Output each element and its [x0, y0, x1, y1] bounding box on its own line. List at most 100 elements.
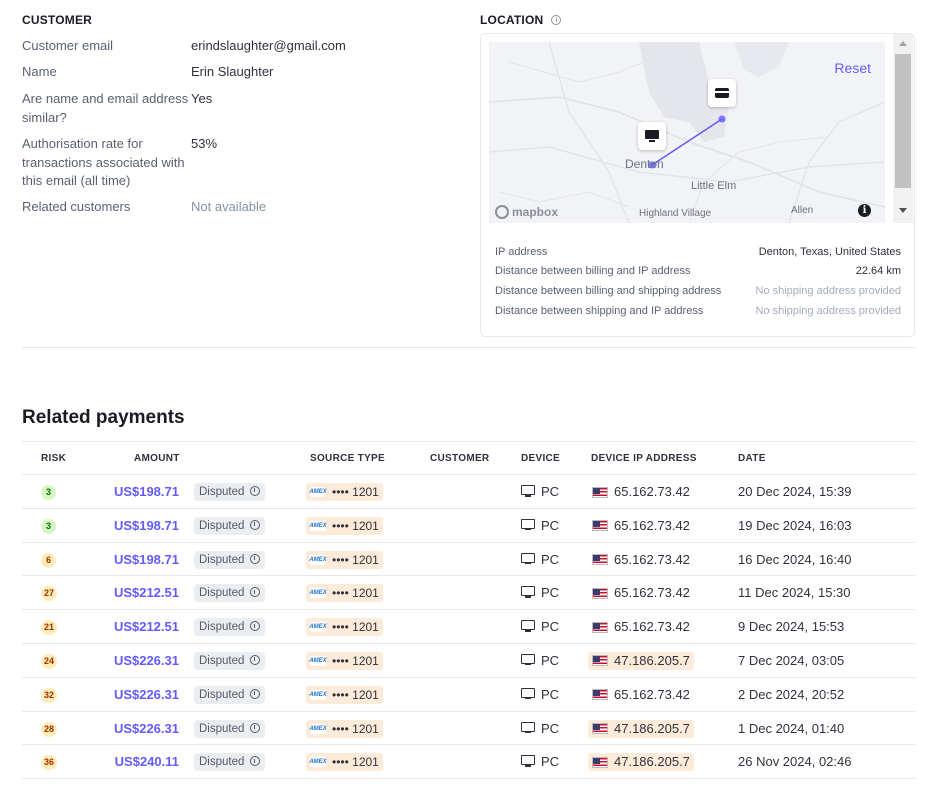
name-email-similar-value: Yes	[191, 91, 213, 106]
disputed-status-badge[interactable]: Disputed	[194, 516, 265, 535]
device-cell: PC	[521, 653, 559, 668]
device-cell: PC	[521, 552, 559, 567]
disputed-status-badge[interactable]: Disputed	[194, 685, 265, 704]
map-place-denton: Denton	[625, 157, 664, 171]
amex-card-icon: AMEX	[309, 689, 327, 700]
info-icon	[249, 756, 260, 767]
map-pin-card[interactable]	[708, 79, 736, 107]
monitor-icon	[521, 518, 535, 532]
device-label: PC	[541, 652, 560, 668]
device-ip-cell: 65.162.73.42	[588, 584, 694, 602]
us-flag-icon	[592, 655, 608, 667]
payment-date: 26 Nov 2024, 02:46	[738, 754, 852, 770]
risk-score-badge: 6	[41, 552, 56, 568]
payment-amount-link[interactable]: US$198.71	[113, 484, 179, 499]
device-ip-cell: 65.162.73.42	[588, 551, 694, 569]
location-map[interactable]: Reset Denton Little Elm Highland Village…	[489, 42, 885, 223]
payment-amount-link[interactable]: US$240.11	[114, 754, 179, 770]
name-label: Name	[22, 64, 57, 79]
mapbox-logo-text: mapbox	[512, 205, 559, 219]
payment-date: 19 Dec 2024, 16:03	[738, 517, 852, 533]
payment-amount-link[interactable]: US$198.71	[113, 517, 179, 533]
shipping-ip-distance-value: No shipping address provided	[755, 305, 901, 317]
table-row[interactable]: 3 US$198.71 Disputed AMEX •••• 1201 PC 65.162…	[22, 509, 915, 543]
map-place-allen: Allen	[791, 205, 814, 216]
card-icon	[715, 88, 729, 98]
device-ip-cell: 65.162.73.42	[588, 618, 694, 636]
table-row[interactable]: 6 US$198.71 Disputed AMEX •••• 1201 PC 65.162…	[22, 543, 915, 577]
disputed-status-badge[interactable]: Disputed	[194, 753, 265, 772]
device-label: PC	[541, 720, 560, 736]
ip-address: 47.186.205.7	[614, 720, 690, 736]
monitor-icon	[521, 755, 535, 768]
billing-ip-distance-label: Distance between billing and IP address	[495, 265, 691, 277]
info-icon	[249, 519, 260, 530]
amex-card-icon: AMEX	[309, 723, 327, 734]
risk-score-badge: 3	[41, 485, 56, 500]
payment-amount-link[interactable]: US$226.31	[113, 652, 179, 668]
risk-score-badge: 36	[41, 755, 58, 771]
us-flag-icon	[592, 520, 608, 532]
disputed-status-badge[interactable]: Disputed	[194, 584, 265, 603]
source-type-badge: AMEX •••• 1201	[306, 618, 383, 637]
info-icon[interactable]	[551, 14, 562, 25]
card-last4: •••• 1201	[332, 755, 379, 770]
map-background	[489, 42, 885, 223]
table-row[interactable]: 3 US$198.71 Disputed AMEX •••• 1201 PC 65.162…	[22, 475, 915, 509]
device-ip-cell: 65.162.73.42	[588, 686, 694, 704]
table-row[interactable]: 21 US$212.51 Disputed AMEX •••• 1201 PC 65.16…	[22, 610, 915, 644]
card-last4: •••• 1201	[332, 586, 379, 601]
payment-amount-link[interactable]: US$226.31	[113, 720, 179, 736]
col-amount: AMOUNT	[134, 453, 180, 464]
scroll-down-arrow-icon[interactable]	[899, 208, 907, 213]
scrollbar-thumb[interactable]	[895, 54, 911, 188]
table-row[interactable]: 32 US$226.31 Disputed AMEX •••• 1201 PC 65.16…	[22, 678, 915, 712]
section-divider	[22, 347, 915, 348]
monitor-icon	[645, 130, 659, 142]
table-row[interactable]: 36 US$240.11 Disputed AMEX •••• 1201 PC 47.18…	[22, 745, 915, 780]
amex-card-icon: AMEX	[309, 487, 327, 497]
ip-address: 47.186.205.7	[614, 652, 690, 668]
risk-score-badge: 3	[41, 518, 56, 534]
disputed-status-badge[interactable]: Disputed	[194, 550, 265, 569]
ip-address-row: IP address Denton, Texas, United States	[495, 246, 901, 262]
disputed-status-badge[interactable]: Disputed	[194, 719, 265, 738]
risk-score-badge: 28	[41, 721, 58, 737]
disputed-status-badge[interactable]: Disputed	[194, 483, 265, 501]
map-attribution-icon[interactable]: i	[858, 204, 871, 217]
scroll-up-arrow-icon[interactable]	[899, 41, 907, 46]
payment-amount-link[interactable]: US$212.51	[113, 619, 179, 635]
table-row[interactable]: 28 US$226.31 Disputed AMEX •••• 1201 PC 47.18…	[22, 712, 915, 746]
disputed-status-badge[interactable]: Disputed	[194, 618, 265, 637]
payment-amount-link[interactable]: US$226.31	[113, 686, 179, 702]
table-row[interactable]: 27 US$212.51 Disputed AMEX •••• 1201 PC 65.16…	[22, 576, 915, 611]
card-last4: •••• 1201	[332, 620, 379, 635]
map-reset-button[interactable]: Reset	[834, 60, 871, 76]
payment-amount-link[interactable]: US$198.71	[113, 551, 179, 567]
billing-shipping-distance-row: Distance between billing and shipping ad…	[495, 285, 901, 301]
device-cell: PC	[521, 484, 559, 499]
us-flag-icon	[592, 756, 608, 768]
name-value: Erin Slaughter	[191, 64, 274, 79]
disputed-status-badge[interactable]: Disputed	[194, 651, 265, 670]
source-type-badge: AMEX •••• 1201	[306, 550, 383, 569]
ip-address: 65.162.73.42	[614, 517, 690, 533]
device-label: PC	[541, 619, 560, 635]
related-payments-title: Related payments	[22, 407, 185, 428]
risk-score-badge: 21	[41, 620, 58, 636]
map-scrollbar[interactable]	[893, 34, 913, 223]
payment-amount-link[interactable]: US$212.51	[113, 585, 179, 601]
col-customer: CUSTOMER	[430, 453, 490, 464]
map-pin-device[interactable]	[638, 122, 666, 150]
info-icon	[249, 688, 260, 699]
payment-date: 9 Dec 2024, 15:53	[738, 619, 845, 635]
status-label: Disputed	[199, 688, 245, 701]
us-flag-icon	[592, 621, 608, 633]
status-label: Disputed	[199, 587, 245, 600]
ip-address-label: IP address	[495, 246, 548, 258]
table-row[interactable]: 24 US$226.31 Disputed AMEX •••• 1201 PC 47.18…	[22, 644, 915, 678]
billing-shipping-distance-label: Distance between billing and shipping ad…	[495, 285, 722, 297]
amex-card-icon: AMEX	[309, 757, 327, 768]
device-cell: PC	[521, 585, 559, 600]
table-header: RISK AMOUNT SOURCE TYPE CUSTOMER DEVICE …	[22, 441, 915, 475]
